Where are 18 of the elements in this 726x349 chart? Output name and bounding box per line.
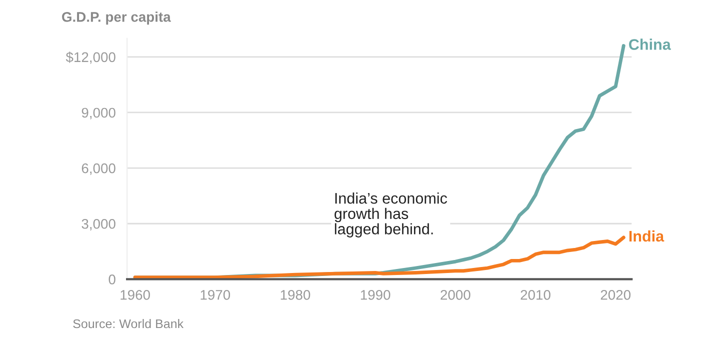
x-tick-label: 1970: [200, 290, 230, 300]
series-label: China: [629, 38, 671, 50]
series-label: India: [629, 230, 664, 242]
x-tick-label: 1980: [280, 290, 310, 300]
x-tick-label: 2010: [520, 290, 550, 300]
x-tick-label: 1960: [120, 290, 150, 300]
line-series: [133, 236, 626, 280]
y-tick-label: 0: [108, 274, 116, 284]
y-tick-label: 6,000: [82, 163, 116, 175]
x-tick-label: 2020: [600, 290, 631, 300]
x-tick-label: 2000: [440, 290, 470, 300]
y-tick-label: $12,000: [66, 52, 116, 64]
y-tick-label: 9,000: [82, 108, 116, 120]
annotation: India’s economic growth has lagged behind.: [334, 192, 448, 238]
x-tick-label: 1990: [360, 290, 390, 300]
source-note: Source: World Bank: [73, 319, 184, 328]
y-tick-label: 3,000: [82, 218, 116, 230]
chart-title: G.D.P. per capita: [62, 12, 171, 25]
